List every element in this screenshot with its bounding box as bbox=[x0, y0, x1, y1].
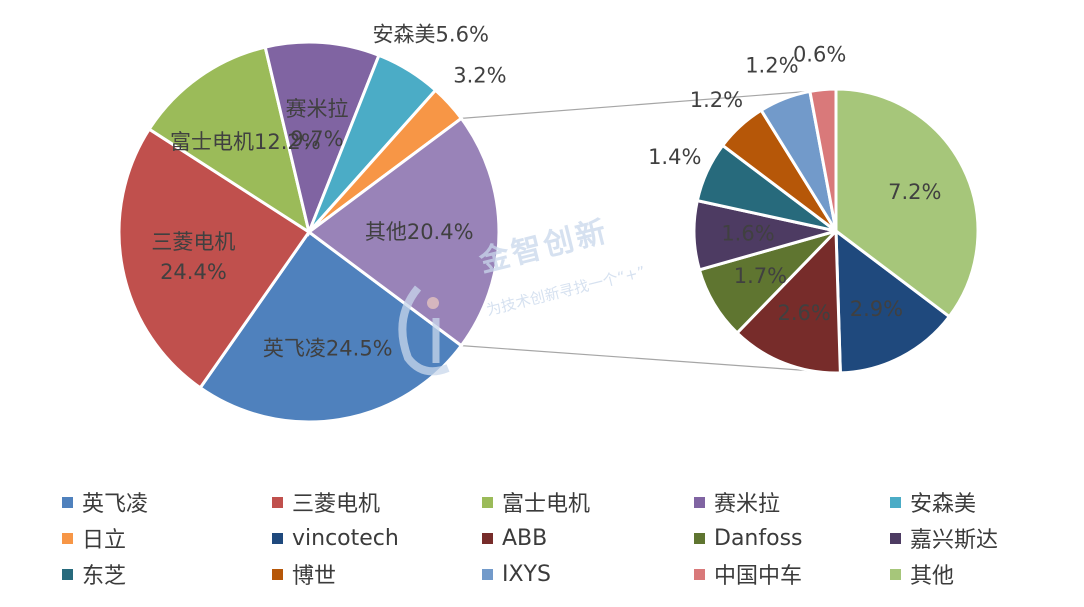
legend-item-嘉兴斯达: 嘉兴斯达 bbox=[890, 521, 998, 555]
main-label-赛米拉: 赛米拉 9.7% bbox=[285, 97, 348, 151]
breakdown-label-danfoss: 1.7% bbox=[734, 264, 787, 288]
breakdown-label-其他: 7.2% bbox=[888, 180, 941, 204]
legend-label: ABB bbox=[502, 525, 548, 551]
legend-label: Danfoss bbox=[714, 525, 803, 551]
legend-item-博世: 博世 bbox=[272, 557, 336, 591]
legend-swatch bbox=[694, 532, 705, 544]
legend-label: vincotech bbox=[292, 525, 399, 551]
legend-label: IXYS bbox=[502, 561, 551, 587]
main-slice-其他 bbox=[306, 116, 501, 348]
breakdown-label-vincotech: 2.9% bbox=[850, 297, 903, 321]
legend-swatch bbox=[272, 496, 283, 508]
breakdown-label-东芝: 1.4% bbox=[648, 145, 701, 169]
legend-swatch bbox=[272, 532, 283, 544]
main-label-富士电机: 富士电机12.2% bbox=[170, 130, 321, 154]
legend-label: 英飞凌 bbox=[82, 492, 149, 517]
legend-item-三菱电机: 三菱电机 bbox=[272, 485, 380, 519]
main-label-其他: 其他20.4% bbox=[365, 220, 474, 244]
main-slice-富士电机 bbox=[147, 45, 312, 236]
connector-line-top bbox=[461, 90, 812, 119]
breakdown-pie bbox=[692, 87, 980, 375]
legend-label: 博世 bbox=[292, 564, 337, 589]
legend-swatch bbox=[890, 568, 901, 580]
data-labels: 英飞凌24.5% 三菱电机 24.4% 富士电机12.2%赛米拉 9.7% 安森美5.6%… bbox=[151, 23, 941, 361]
legend-item-英飞凌: 英飞凌 bbox=[62, 485, 148, 519]
breakdown-label-abb: 2.6% bbox=[778, 301, 831, 325]
breakdown-slice-abb bbox=[735, 227, 842, 375]
legend-item-abb: ABB bbox=[482, 521, 547, 555]
legend-item-赛米拉: 赛米拉 bbox=[694, 485, 780, 519]
legend-item-中国中车: 中国中车 bbox=[694, 557, 802, 591]
breakdown-slice-vincotech bbox=[834, 227, 952, 375]
connector-lines bbox=[461, 90, 812, 372]
legend-item-ixys: IXYS bbox=[482, 557, 551, 591]
legend-swatch bbox=[62, 532, 73, 544]
legend-swatch bbox=[272, 568, 283, 580]
main-slice-赛米拉 bbox=[263, 40, 381, 237]
breakdown-label-嘉兴斯达: 1.6% bbox=[721, 222, 774, 246]
main-label-英飞凌: 英飞凌24.5% bbox=[263, 336, 393, 360]
legend-label: 其他 bbox=[910, 564, 955, 589]
legend-label: 三菱电机 bbox=[292, 492, 381, 517]
legend-label: 富士电机 bbox=[502, 492, 591, 517]
legend-swatch bbox=[482, 568, 493, 580]
legend-swatch bbox=[62, 568, 73, 580]
legend-label: 中国中车 bbox=[714, 564, 803, 589]
main-slice-三菱电机 bbox=[117, 127, 312, 390]
main-pie bbox=[117, 40, 501, 424]
legend-item-日立: 日立 bbox=[62, 521, 126, 555]
legend-label: 安森美 bbox=[910, 492, 977, 517]
breakdown-label-中国中车: 0.6% bbox=[793, 42, 846, 66]
legend-label: 东芝 bbox=[82, 564, 127, 589]
legend-swatch bbox=[482, 496, 493, 508]
connector-line-bottom bbox=[461, 345, 812, 372]
legend-swatch bbox=[890, 532, 901, 544]
legend-item-安森美: 安森美 bbox=[890, 485, 976, 519]
legend-item-东芝: 东芝 bbox=[62, 557, 126, 591]
legend-swatch bbox=[62, 496, 73, 508]
main-label-三菱电机: 三菱电机 24.4% bbox=[151, 230, 235, 284]
legend-swatch bbox=[694, 568, 705, 580]
breakdown-label-ixys: 1.2% bbox=[745, 53, 798, 77]
legend-swatch bbox=[890, 496, 901, 508]
legend-label: 日立 bbox=[82, 528, 127, 553]
legend-swatch bbox=[694, 496, 705, 508]
legend-item-vincotech: vincotech bbox=[272, 521, 399, 555]
legend-label: 嘉兴斯达 bbox=[910, 528, 999, 553]
legend-label: 赛米拉 bbox=[714, 492, 781, 517]
legend-item-其他: 其他 bbox=[890, 557, 954, 591]
legend-item-富士电机: 富士电机 bbox=[482, 485, 590, 519]
pie-of-pie-chart: 英飞凌24.5% 三菱电机 24.4% 富士电机12.2%赛米拉 9.7% 安森美5.6%… bbox=[117, 23, 980, 424]
legend-swatch bbox=[482, 532, 493, 544]
main-label-日立: 3.2% bbox=[453, 63, 506, 87]
breakdown-slice-其他 bbox=[834, 87, 980, 319]
legend-item-danfoss: Danfoss bbox=[694, 521, 803, 555]
main-label-安森美: 安森美5.6% bbox=[373, 23, 489, 47]
breakdown-label-博世: 1.2% bbox=[690, 88, 743, 112]
